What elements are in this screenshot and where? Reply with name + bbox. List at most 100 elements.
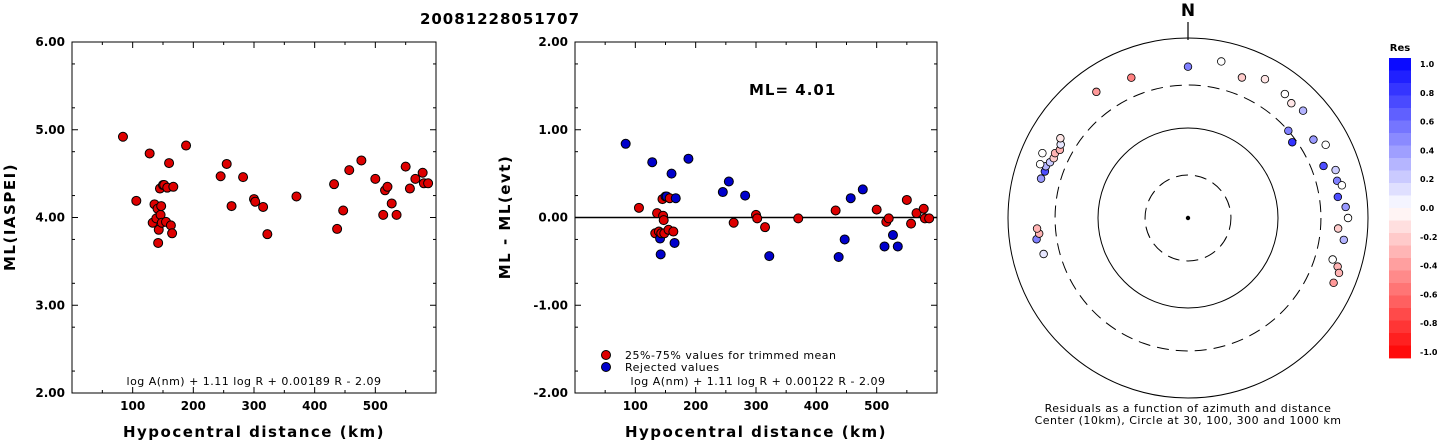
left-y-tick-label: 6.00	[35, 35, 65, 49]
legend-label-trimmed: 25%-75% values for trimmed mean	[625, 349, 837, 362]
middle-data-point	[924, 213, 935, 224]
station-residual-point	[1298, 106, 1308, 115]
middle-x-tick-label: 200	[683, 399, 708, 413]
station-residual-point	[1329, 278, 1338, 288]
station-residual-point	[1287, 99, 1296, 108]
station-residual-point	[1284, 126, 1293, 135]
colorbar-cells	[1389, 58, 1411, 359]
station-residual-point	[1333, 192, 1343, 202]
colorbar-cell	[1389, 233, 1411, 246]
left-data-point	[131, 195, 142, 206]
colorbar-cell	[1389, 95, 1411, 109]
station-residual-point	[1337, 181, 1347, 190]
colorbar-cell	[1389, 258, 1411, 271]
left-points	[117, 131, 434, 248]
left-data-point	[153, 237, 164, 248]
middle-data-point	[879, 241, 890, 252]
left-data-point	[332, 223, 343, 234]
middle-x-tick-label: 100	[623, 399, 648, 413]
azimuth-panel: N Residuals as a function of azimuth and…	[1007, 1, 1369, 427]
colorbar-tick-label: 0.2	[1420, 175, 1434, 184]
left-data-point	[356, 155, 367, 166]
middle-x-tick-label: 500	[864, 399, 889, 413]
colorbar-cell	[1389, 120, 1411, 134]
polar-caption-line1: Residuals as a function of azimuth and d…	[1045, 402, 1332, 415]
middle-data-point	[717, 187, 728, 198]
middle-data-point	[764, 251, 775, 262]
middle-data-point	[669, 237, 680, 248]
middle-y-tick-label: 1.00	[538, 123, 568, 137]
left-data-point	[291, 191, 302, 202]
colorbar-tick-label: -0.6	[1420, 290, 1437, 299]
left-data-point	[378, 209, 389, 220]
middle-data-point	[723, 176, 734, 187]
left-data-point	[250, 196, 261, 207]
colorbar-title: Res	[1390, 43, 1410, 54]
middle-data-point	[740, 190, 751, 201]
distance-circle-100km	[1097, 127, 1279, 309]
left-data-point	[382, 181, 393, 192]
left-data-point	[391, 209, 402, 220]
middle-formula: log A(nm) + 1.11 log R + 0.00122 R - 2.0…	[631, 375, 886, 388]
colorbar-cell	[1389, 333, 1411, 346]
station-residual-point	[1339, 235, 1349, 245]
left-data-point	[386, 198, 397, 209]
middle-data-point	[633, 202, 644, 213]
station-residual-point	[1260, 74, 1270, 84]
middle-data-point	[760, 222, 771, 233]
left-data-point	[370, 173, 381, 184]
legend-marker-trimmed	[601, 350, 611, 360]
colorbar-cell	[1389, 320, 1411, 334]
colorbar-tick-label: -1.0	[1420, 348, 1437, 357]
legend-label-rejected: Rejected values	[625, 361, 720, 374]
station-residual-point	[1183, 62, 1193, 71]
middle-data-point	[883, 213, 894, 224]
left-formula: log A(nm) + 1.11 log R + 0.00189 R - 2.0…	[127, 375, 382, 388]
left-x-tick-label: 200	[181, 399, 206, 413]
left-data-point	[144, 148, 155, 159]
left-data-point	[167, 228, 178, 239]
station-residual-point	[1036, 174, 1046, 183]
station-residual-point	[1333, 224, 1343, 233]
colorbar-cell	[1389, 283, 1411, 296]
north-label: N	[1181, 1, 1195, 21]
middle-data-point	[911, 208, 922, 219]
colorbar-cell	[1389, 345, 1411, 359]
colorbar-cell	[1389, 145, 1411, 159]
middle-data-point	[887, 230, 898, 241]
station-residual-point	[1288, 138, 1297, 147]
colorbar-cell	[1389, 208, 1411, 221]
middle-axes: -2.00 -1.00 0.00 1.00 2.00 100 200 300 400 500	[533, 35, 937, 413]
middle-data-point	[845, 193, 856, 204]
left-axes: 2.00 3.00 4.00 5.00 6.00 100 200 300 400 500	[35, 35, 436, 413]
distance-circle-300km	[1054, 84, 1322, 352]
colorbar-cell	[1389, 220, 1411, 234]
colorbar-tick-label: 1.0	[1420, 60, 1435, 69]
middle-y-axis-label: ML - ML(evt)	[496, 155, 514, 279]
left-data-point	[168, 181, 179, 192]
left-y-axis-label: ML(IASPEI)	[1, 163, 19, 271]
colorbar-cell	[1389, 83, 1411, 96]
left-x-tick-label: 400	[302, 399, 327, 413]
middle-y-tick-label: 0.00	[538, 211, 568, 225]
left-y-tick-label: 4.00	[35, 211, 65, 225]
ml-value-label: ML= 4.01	[749, 81, 836, 99]
colorbar-cell	[1389, 170, 1411, 184]
station-residual-point	[1341, 202, 1350, 212]
distance-circle-1000km	[1007, 37, 1369, 399]
left-data-point	[338, 205, 349, 216]
left-data-point	[410, 173, 421, 184]
left-y-tick-label: 2.00	[35, 386, 65, 400]
colorbar-cell	[1389, 58, 1411, 71]
colorbar-cell	[1389, 195, 1411, 209]
station-residual-point	[1032, 224, 1042, 233]
left-data-point	[238, 172, 249, 183]
left-data-point	[262, 229, 273, 240]
middle-data-point	[620, 138, 631, 149]
middle-data-point	[752, 213, 763, 224]
station-residual-point	[1331, 165, 1340, 175]
middle-data-point	[793, 213, 804, 224]
middle-data-point	[871, 204, 882, 215]
colorbar-cell	[1389, 158, 1411, 171]
colorbar-tick-label: 0.8	[1420, 89, 1435, 98]
